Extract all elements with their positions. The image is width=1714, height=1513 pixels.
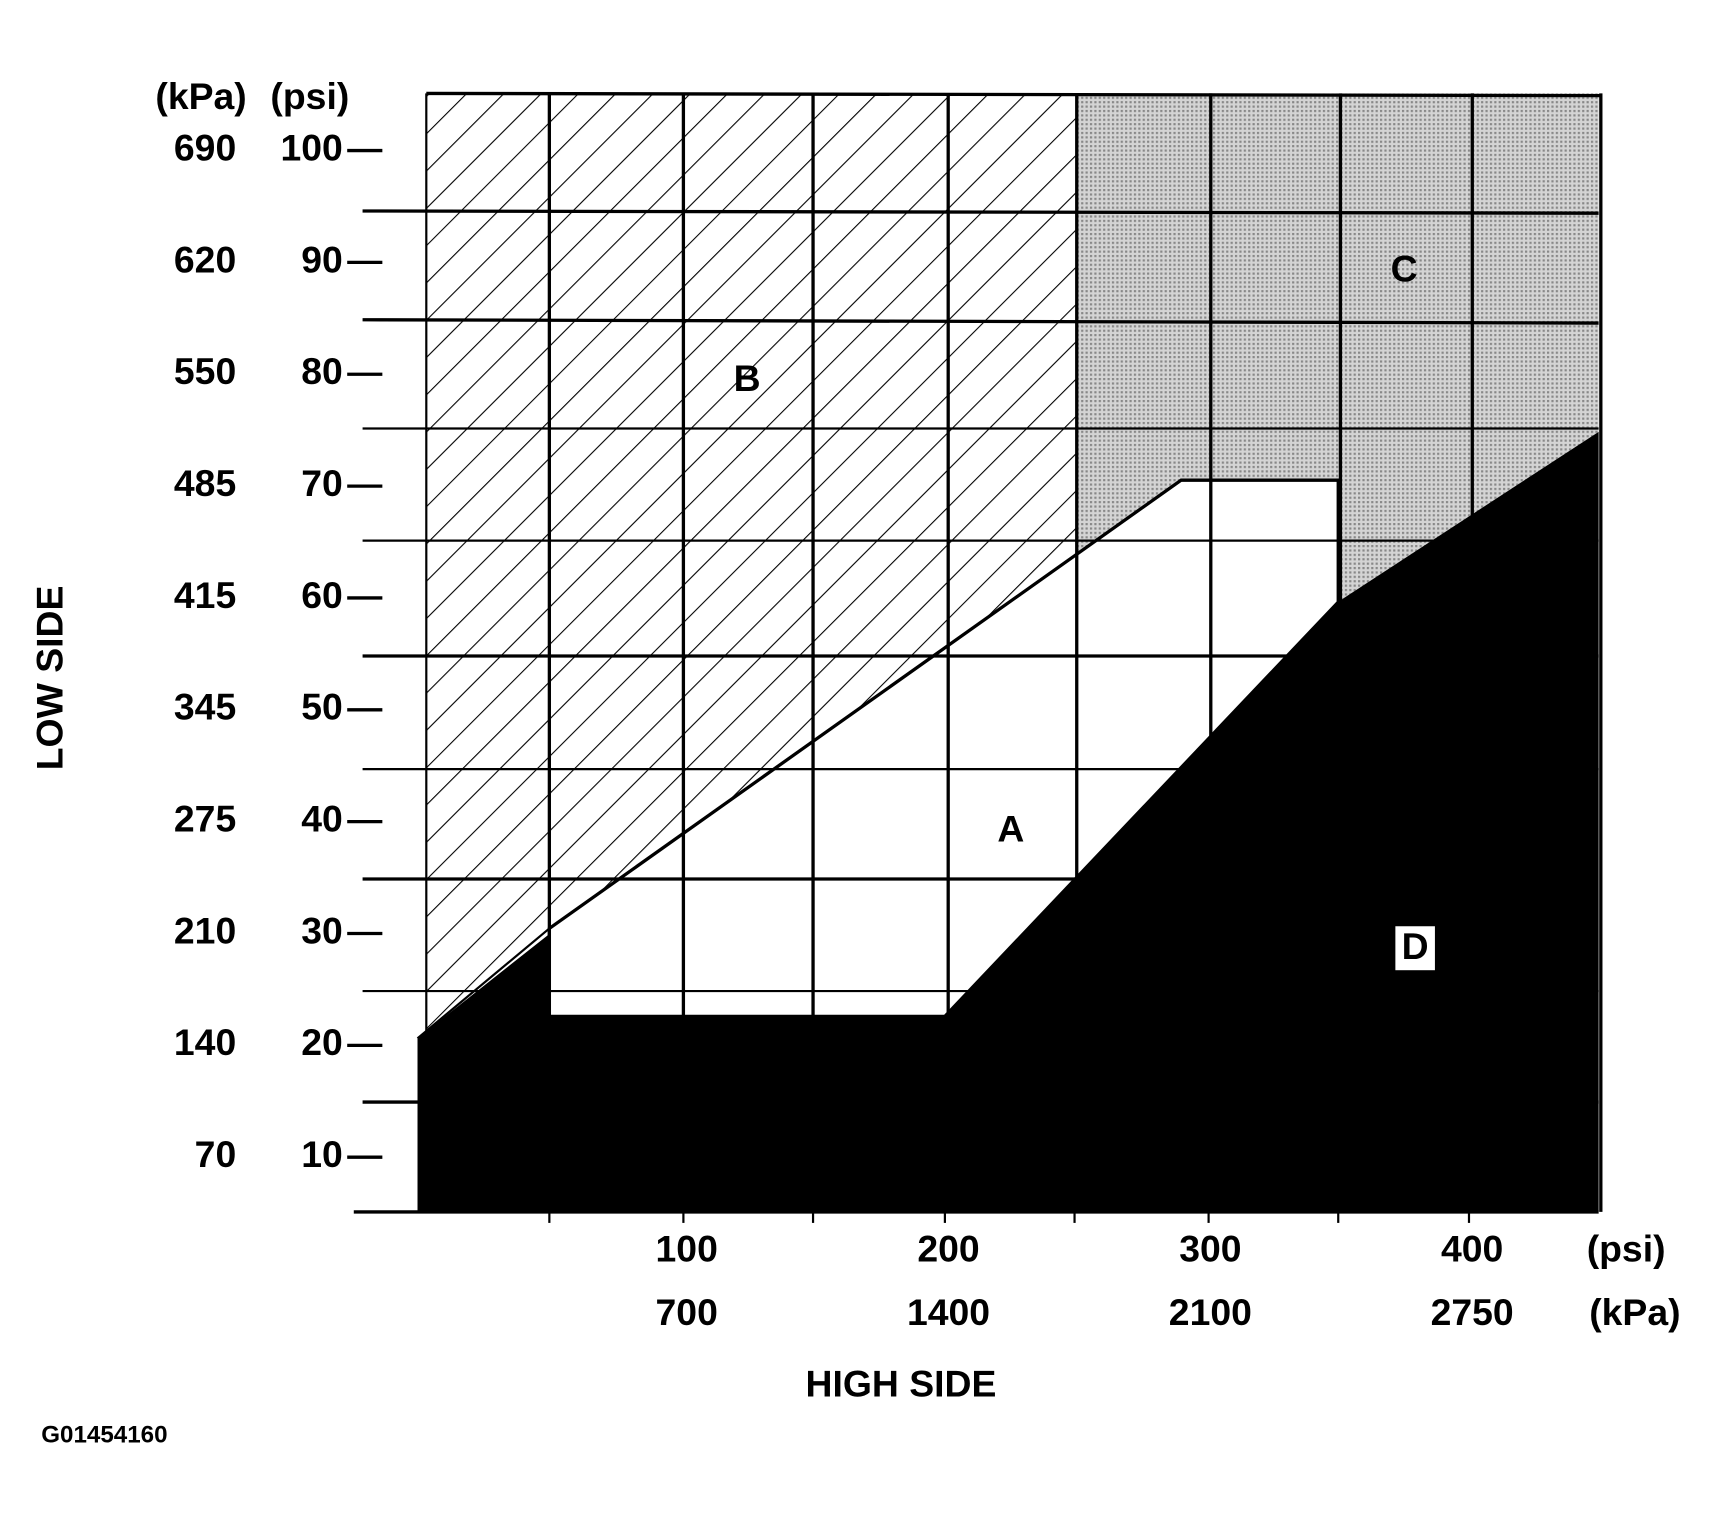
y-tick-label: 60	[301, 574, 343, 616]
x-tick-label: 200	[917, 1227, 979, 1269]
figure-id: G01454160	[41, 1421, 167, 1448]
y-tick-label: 70	[195, 1133, 237, 1175]
y-tick-label: 210	[174, 909, 236, 951]
region-label: D	[1402, 925, 1429, 967]
y-tick-label: 40	[301, 798, 343, 840]
y-unit: (kPa)	[155, 75, 246, 117]
y-tick-label: 100	[280, 126, 342, 168]
x-axis-ticks	[548, 1211, 1471, 1223]
y-tick-label: 140	[174, 1021, 236, 1063]
x-tick-label: 300	[1179, 1227, 1241, 1269]
y-unit: (psi)	[270, 75, 349, 117]
x-tick-label: 400	[1441, 1227, 1503, 1269]
region-label: B	[734, 357, 761, 399]
y-tick-label: 90	[301, 238, 343, 280]
x-tick-label: 1400	[907, 1291, 990, 1333]
x-tick-label: 2750	[1431, 1291, 1514, 1333]
label-box	[1395, 926, 1435, 971]
region-label: C	[1391, 247, 1418, 289]
y-tick-label: 30	[301, 909, 343, 951]
y-tick-label: 415	[174, 574, 236, 616]
y-tick-label: 20	[301, 1021, 343, 1063]
region-d-area	[417, 431, 1599, 1212]
region-label: A	[997, 808, 1024, 850]
x-tick-label: 2100	[1169, 1291, 1252, 1333]
y-tick-label: 70	[301, 462, 343, 504]
x-axis-title: HIGH SIDE	[805, 1362, 996, 1404]
y-tick-label: 10	[301, 1133, 343, 1175]
x-unit: (kPa)	[1589, 1291, 1680, 1333]
boundary	[416, 927, 551, 1040]
y-tick-label: 80	[301, 350, 343, 392]
x-tick-label: 100	[656, 1227, 718, 1269]
y-tick-label: 690	[174, 126, 236, 168]
x-unit: (psi)	[1587, 1227, 1666, 1269]
y-tick-label: 50	[301, 686, 343, 728]
y-axis-title: LOW SIDE	[29, 586, 71, 771]
x-tick-label: 700	[656, 1291, 718, 1333]
y-tick-label: 275	[174, 798, 236, 840]
y-tick-label: 345	[174, 686, 236, 728]
y-tick-label: 485	[174, 462, 236, 504]
y-tick-label: 620	[174, 238, 236, 280]
y-tick-label: 550	[174, 350, 236, 392]
